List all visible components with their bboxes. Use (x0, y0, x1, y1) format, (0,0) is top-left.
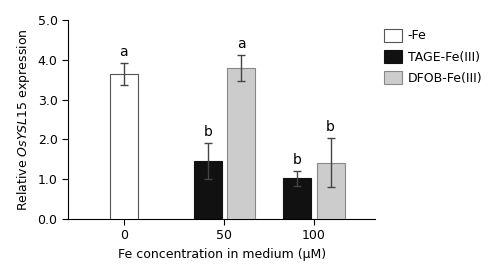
Y-axis label: Relative $\it{OsYSL15}$ expression: Relative $\it{OsYSL15}$ expression (15, 28, 32, 211)
Bar (228, 68, 255, 219)
Text: b: b (204, 125, 212, 139)
Legend: -Fe, TAGE-Fe(III), DFOB-Fe(III): -Fe, TAGE-Fe(III), DFOB-Fe(III) (382, 26, 485, 87)
Text: b: b (326, 120, 335, 134)
Text: a: a (237, 37, 246, 51)
Bar (194, 161, 222, 219)
Bar (110, 74, 138, 219)
X-axis label: Fe concentration in medium (μM): Fe concentration in medium (μM) (118, 248, 326, 261)
Bar (283, 178, 311, 219)
Bar (316, 163, 344, 219)
Text: a: a (120, 45, 128, 59)
Text: b: b (292, 153, 302, 167)
